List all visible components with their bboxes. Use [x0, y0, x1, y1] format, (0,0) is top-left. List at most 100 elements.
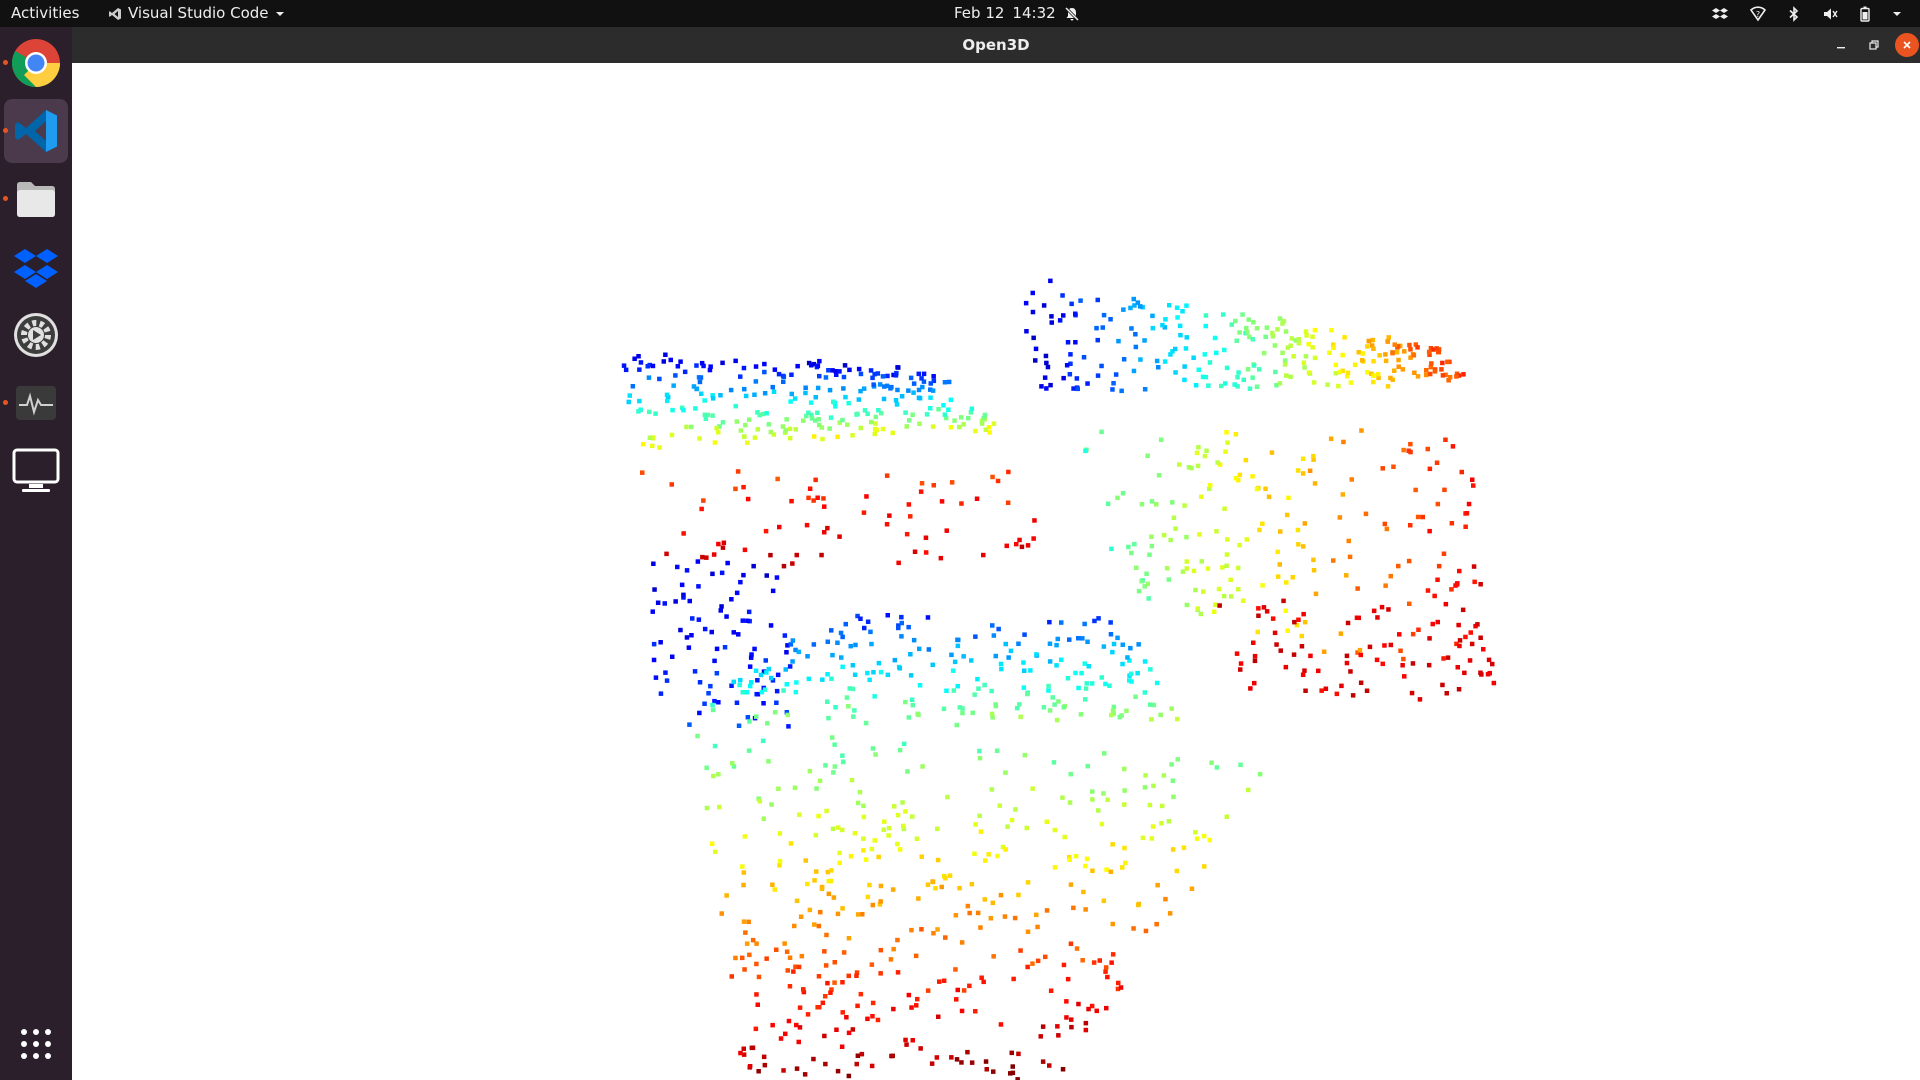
point: [850, 433, 855, 438]
network-icon[interactable]: ?: [1750, 5, 1766, 22]
dropbox-tray-icon[interactable]: [1712, 6, 1728, 22]
point: [1048, 988, 1054, 993]
point: [1109, 960, 1114, 965]
point: [731, 679, 736, 685]
dock-item-dropbox[interactable]: [4, 235, 68, 299]
point: [1273, 369, 1278, 375]
point: [925, 988, 931, 993]
point: [820, 1000, 826, 1006]
point: [1429, 361, 1434, 366]
dock-item-remote-desktop[interactable]: [4, 439, 68, 503]
point: [762, 369, 767, 375]
point: [1065, 340, 1071, 345]
point: [1311, 457, 1316, 462]
point: [1135, 300, 1141, 305]
point: [1022, 668, 1027, 673]
point: [863, 857, 869, 862]
point: [1310, 345, 1315, 350]
point: [910, 1038, 915, 1043]
point: [1401, 447, 1406, 453]
volume-muted-icon[interactable]: [1822, 6, 1838, 22]
minimize-button[interactable]: [1829, 33, 1853, 57]
point: [826, 715, 831, 721]
app-menu[interactable]: Visual Studio Code: [108, 0, 285, 27]
point: [1264, 325, 1270, 330]
point: [729, 974, 734, 979]
point: [754, 714, 759, 719]
clock[interactable]: Feb 12 14:32: [954, 0, 1080, 27]
restore-button[interactable]: [1862, 33, 1886, 57]
dock-item-chrome[interactable]: [3, 31, 68, 95]
point: [908, 652, 913, 657]
point: [807, 907, 813, 913]
point-cloud[interactable]: [72, 63, 1920, 1080]
battery-icon[interactable]: [1860, 6, 1870, 22]
point: [1252, 680, 1257, 686]
point: [897, 747, 903, 753]
dock-item-files[interactable]: [3, 167, 68, 231]
point: [1195, 463, 1201, 469]
point: [690, 616, 695, 621]
point: [1161, 773, 1167, 778]
point: [991, 954, 996, 959]
point: [743, 930, 748, 935]
point: [700, 554, 705, 560]
point: [1069, 1017, 1074, 1022]
close-button[interactable]: [1895, 33, 1919, 57]
point: [1064, 999, 1069, 1004]
show-applications-button[interactable]: [4, 1012, 68, 1076]
bluetooth-icon[interactable]: [1788, 5, 1800, 22]
point: [695, 559, 701, 564]
point: [764, 956, 769, 961]
point: [1142, 785, 1148, 790]
point: [1044, 819, 1049, 824]
point: [1143, 773, 1148, 778]
point: [890, 887, 896, 892]
point: [777, 858, 783, 864]
point: [709, 841, 715, 846]
activities-button[interactable]: Activities: [11, 4, 80, 22]
point: [1196, 445, 1201, 450]
point: [991, 633, 997, 638]
top-bar: Activities Visual Studio Code Feb 12 14:…: [0, 0, 1920, 27]
point: [887, 513, 892, 518]
3d-viewport[interactable]: [72, 63, 1920, 1080]
point: [776, 371, 782, 377]
point: [925, 882, 931, 887]
point: [749, 1045, 755, 1051]
point: [979, 421, 985, 426]
point: [1280, 350, 1285, 356]
point: [770, 882, 775, 887]
point: [1396, 357, 1401, 363]
point: [833, 369, 838, 374]
point: [750, 937, 756, 943]
point: [986, 425, 992, 430]
point: [761, 1054, 767, 1060]
point: [969, 1060, 975, 1065]
point: [1017, 702, 1022, 707]
point: [1291, 354, 1296, 359]
point: [895, 970, 901, 975]
point: [1051, 760, 1057, 765]
dock-item-vscode[interactable]: [3, 99, 68, 163]
point: [1261, 350, 1267, 356]
system-tray[interactable]: ?: [1712, 0, 1902, 27]
point: [1139, 579, 1144, 584]
point: [1067, 857, 1072, 862]
point: [856, 397, 862, 402]
point: [840, 827, 845, 833]
point: [817, 422, 822, 428]
point: [1148, 667, 1153, 672]
chevron-down-icon[interactable]: [1892, 9, 1902, 19]
window-titlebar[interactable]: Open3D: [72, 27, 1920, 63]
point: [1030, 786, 1035, 791]
point: [815, 495, 820, 500]
point: [1274, 642, 1279, 647]
dock-item-settings[interactable]: [4, 303, 68, 367]
point: [1160, 322, 1165, 328]
point: [1101, 644, 1107, 649]
dock-item-system-monitor[interactable]: [3, 371, 68, 435]
point: [716, 430, 721, 435]
point: [813, 395, 818, 400]
point: [769, 802, 774, 807]
